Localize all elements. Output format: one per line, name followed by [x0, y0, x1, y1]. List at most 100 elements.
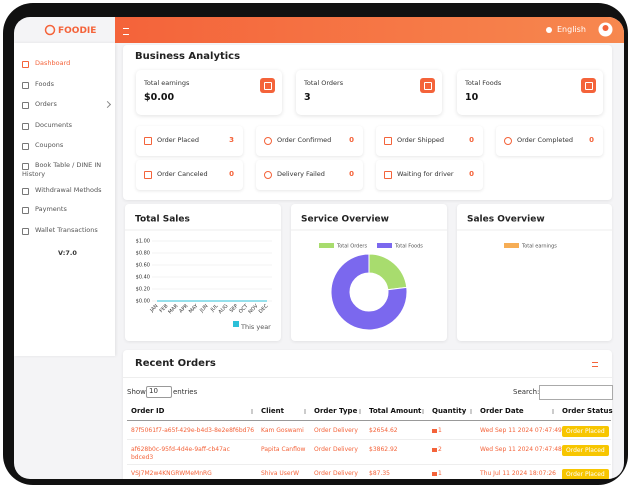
chart-title: Sales Overview	[467, 215, 545, 225]
sidebar-item[interactable]: Book Table / DINE IN History	[22, 161, 102, 178]
status-card	[256, 126, 363, 156]
x-tick-label: DEC	[258, 303, 270, 315]
stat-card	[296, 70, 442, 115]
legend-swatch	[319, 243, 334, 248]
pie-slice	[330, 253, 408, 331]
status-value: 0	[349, 136, 354, 144]
sidebar-item[interactable]: Coupons	[35, 141, 64, 149]
legend-swatch	[377, 243, 392, 248]
sidebar-icon	[22, 228, 29, 235]
status-badge: Order Placed	[562, 426, 609, 437]
legend-label: This year	[240, 323, 271, 331]
sort-icon	[470, 409, 472, 414]
order-cell: $2654.62	[369, 427, 398, 434]
order-id[interactable]: VSJ7M2w4KNGRWMeMnRG	[131, 470, 212, 477]
sidebar-icon	[22, 82, 29, 89]
order-cell: Wed Sep 11 2024 07:47:49	[480, 427, 562, 434]
sidebar-item[interactable]: Dashboard	[35, 59, 71, 67]
card-value: 3	[304, 92, 311, 103]
show-label: Show	[127, 388, 146, 396]
x-tick-label: NOV	[247, 303, 259, 315]
header-line	[127, 420, 611, 421]
legend-label: Total Foods	[394, 244, 423, 250]
sidebar-item[interactable]: Documents	[35, 121, 73, 129]
column-header[interactable]: Order Status	[562, 407, 613, 415]
quantity-icon	[432, 448, 437, 452]
status-icon	[384, 137, 392, 145]
status-card	[496, 126, 603, 156]
x-tick-label: FEB	[159, 303, 170, 314]
row-line	[127, 464, 611, 465]
sidebar	[14, 43, 115, 356]
card-label: Total Foods	[465, 79, 502, 87]
quantity-icon	[432, 472, 437, 476]
orders-menu[interactable]	[592, 362, 598, 367]
status-icon	[144, 137, 152, 145]
card-label: Total earnings	[144, 79, 190, 87]
order-cell: Order Delivery	[314, 427, 358, 434]
status-label: Order Confirmed	[277, 136, 332, 144]
status-label: Order Shipped	[397, 136, 444, 144]
avatar[interactable]	[598, 22, 613, 37]
sidebar-icon	[22, 102, 29, 109]
sort-icon	[304, 409, 306, 414]
search-input[interactable]	[539, 385, 613, 400]
sidebar-icon	[22, 143, 29, 150]
quantity: 1	[438, 470, 442, 477]
stat-card	[136, 70, 282, 115]
legend-swatch	[233, 321, 239, 327]
order-id[interactable]: 87f5061f7-a65f-429e-b4d3-8e2e8f6bd76	[131, 427, 255, 434]
card-label: Total Orders	[304, 79, 344, 87]
pie-slice	[368, 253, 408, 291]
sidebar-item[interactable]: Foods	[35, 80, 54, 88]
sidebar-icon	[22, 123, 29, 130]
y-tick-label: $0.00	[136, 299, 150, 305]
quantity: 1	[438, 427, 442, 434]
x-tick-label: MAY	[188, 303, 200, 315]
chart-title: Service Overview	[301, 215, 389, 225]
order-id[interactable]: af628b0c-95fd-4d4e-9aff-cb47acbdced3	[131, 446, 230, 461]
status-card	[376, 160, 483, 190]
column-header[interactable]: Client	[261, 407, 285, 415]
column-header[interactable]: Quantity	[432, 407, 467, 415]
sort-icon	[251, 409, 253, 414]
x-tick-label: AUG	[217, 303, 229, 315]
status-value: 3	[229, 136, 234, 144]
order-cell: Wed Sep 11 2024 07:47:48	[480, 446, 562, 453]
sidebar-icon	[22, 188, 29, 195]
status-label: Order Placed	[157, 136, 199, 144]
version: V:7.0	[58, 249, 77, 257]
sort-icon	[422, 409, 424, 414]
menu-icon[interactable]	[123, 28, 129, 35]
order-cell: Order Delivery	[314, 470, 358, 477]
brand[interactable]: FOODIE	[58, 26, 97, 36]
language[interactable]: English	[557, 25, 586, 34]
status-icon	[504, 137, 512, 145]
sidebar-item[interactable]: Orders	[35, 100, 57, 108]
brand-logo	[44, 24, 56, 36]
page-size[interactable]: 10	[146, 386, 172, 398]
order-cell[interactable]: Papita Canflow	[261, 446, 306, 453]
column-header[interactable]: Order Type	[314, 407, 358, 415]
sidebar-item[interactable]: Wallet Transactions	[35, 226, 98, 234]
sidebar-item[interactable]: Payments	[35, 205, 67, 213]
sidebar-item[interactable]: Withdrawal Methods	[35, 186, 102, 194]
card-value: $0.00	[144, 92, 175, 103]
y-tick-label: $0.40	[136, 275, 150, 281]
column-header[interactable]: Total Amount	[369, 407, 422, 415]
y-tick-label: $1.00	[136, 239, 150, 245]
card-value: 10	[465, 92, 479, 103]
status-value: 0	[589, 136, 594, 144]
sales-panel	[125, 204, 281, 341]
order-cell[interactable]: Shiva UserW	[261, 470, 300, 477]
column-header[interactable]: Order Date	[480, 407, 524, 415]
column-header[interactable]: Order ID	[131, 407, 165, 415]
quantity: 2	[438, 446, 442, 453]
card-icon-inner	[585, 82, 593, 90]
status-card	[256, 160, 363, 190]
card-icon-inner	[424, 82, 432, 90]
divider	[123, 377, 612, 378]
order-cell: $87.35	[369, 470, 390, 477]
order-cell[interactable]: Kam Goswami	[261, 427, 304, 434]
